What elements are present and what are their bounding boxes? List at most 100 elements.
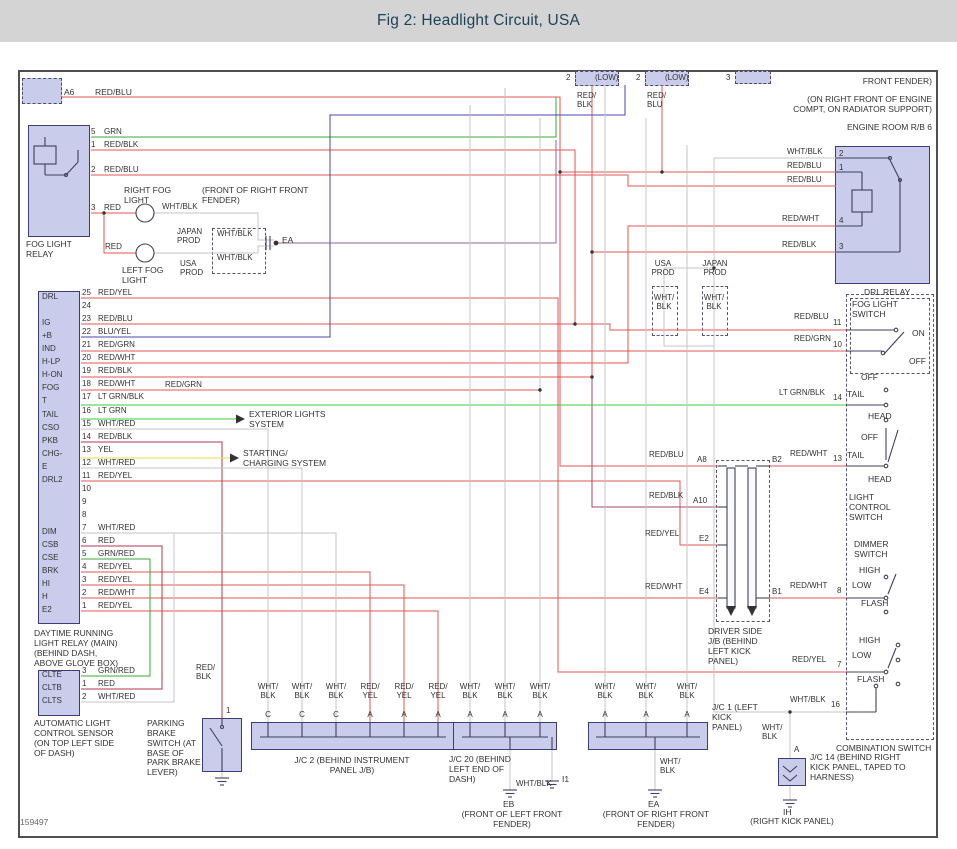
wire-label: YEL: [98, 444, 114, 454]
jc14-label: J/C 14 (BEHIND RIGHT KICK PANEL, TAPED T…: [810, 752, 906, 782]
wire-label: WHT/ BLK: [762, 723, 783, 742]
pin-number: 22: [82, 327, 91, 337]
drl-relay-box: [835, 146, 930, 284]
wire-label: WHT/BLK: [790, 695, 826, 704]
fog-light-relay-label: FOG LIGHT RELAY: [26, 239, 72, 259]
pin-number: 1: [82, 601, 87, 611]
pin-letter: A: [684, 710, 690, 719]
wire-label: WHT/ BLK: [459, 682, 481, 701]
jc20-label: J/C 20 (BEHIND LEFT END OF DASH): [449, 754, 511, 784]
pin-number: 16: [82, 405, 91, 415]
wire-label: RED/WHT: [790, 449, 828, 458]
pin-number: 12: [82, 457, 91, 467]
pin-code: E2: [699, 534, 709, 543]
wire-label: WHT/RED: [98, 418, 136, 428]
jc-column: WHT/ BLK A: [523, 682, 557, 750]
wire-label: WHT/BLK: [162, 202, 198, 211]
pin-number: 11: [833, 318, 842, 327]
pin-number: 7: [82, 523, 87, 533]
pin-code: B2: [772, 455, 782, 464]
relay-pin-row: CHG- 13 YEL: [40, 445, 340, 464]
wire-label: LT GRN/BLK: [98, 392, 144, 402]
pin-number: 2: [566, 73, 571, 82]
figure-title-bar: Fig 2: Headlight Circuit, USA: [0, 0, 957, 42]
relay-pin-row: CSB 6 RED: [40, 536, 340, 555]
pin-number: 2: [91, 165, 96, 174]
drl-main-relay-label: DAYTIME RUNNING LIGHT RELAY (MAIN) (BEHI…: [34, 628, 119, 668]
relay-pin-row: +B 22 BLU/YEL: [40, 327, 340, 346]
relay-pin-row: DIM 7 WHT/RED: [40, 523, 340, 542]
jc-column: RED/ YEL A: [421, 682, 455, 750]
wire-label: RED/GRN: [98, 340, 135, 350]
wire-label: GRN/RED: [98, 666, 135, 675]
ea-splice-label: EA: [282, 235, 294, 245]
wire-label: RED/WHT: [645, 582, 683, 591]
pin-number: 13: [82, 444, 91, 454]
fender-location-label: (FRONT OF RIGHT FRONT FENDER): [202, 185, 309, 205]
pin-name: H: [42, 592, 48, 602]
pin-number: 9: [82, 496, 87, 506]
combination-switch-label: COMBINATION SWITCH: [836, 743, 932, 753]
pin-name: DRL: [42, 292, 59, 301]
wire-label: RED/YEL: [98, 601, 133, 611]
pin-code: E4: [699, 587, 709, 596]
wire-label: RED/BLU: [95, 87, 132, 97]
pin-number: 5: [91, 127, 96, 136]
jc-column: RED/ YEL A: [387, 682, 421, 750]
wire-label: RED/WHT: [98, 353, 136, 363]
pin-name: HI: [42, 579, 50, 589]
wire-label: WHT/ BLK: [660, 757, 681, 776]
pin-number: 3: [82, 666, 87, 675]
relay-pin-row: 9: [40, 497, 340, 516]
pin-name: CSE: [42, 553, 59, 563]
pin-letter: A: [467, 710, 473, 719]
pin-name: IND: [42, 344, 56, 354]
pin-letter: A: [367, 710, 373, 719]
wire-label: WHT/BLK: [217, 229, 253, 238]
japan-prod-label: JAPAN PROD: [177, 227, 203, 246]
headlight-mode-label: (LOW): [665, 73, 689, 82]
right-fog-light-label: RIGHT FOG LIGHT: [124, 185, 172, 205]
pin-number: 19: [82, 366, 91, 376]
pin-number: 10: [833, 340, 842, 349]
wire-label: RED/WHT: [98, 588, 136, 598]
usa-prod-label: USA PROD: [180, 259, 204, 278]
pin-number: 5: [82, 549, 87, 559]
switch-position-tail: TAIL: [847, 389, 865, 399]
wire-label: WHT/ BLK: [594, 682, 616, 701]
jc-column: RED/ YEL A: [353, 682, 387, 750]
wire-label: LT GRN/BLK: [779, 388, 825, 397]
pin-number: 17: [82, 392, 91, 402]
jc1-box: [588, 722, 708, 750]
wire-label: RED/BLK: [782, 240, 817, 249]
wire-label: WHT/ BLK: [703, 293, 725, 312]
fog-light-relay-box: [28, 125, 90, 237]
ground-i1-label: I1: [562, 774, 570, 784]
switch-position-high: HIGH: [859, 635, 881, 645]
wire-label: LT GRN: [98, 405, 127, 415]
light-sensor-box: [38, 670, 80, 716]
pin-number: 16: [831, 700, 840, 709]
wire-label: RED/ BLK: [577, 91, 597, 110]
drl-relay-label: DRL RELAY: [864, 287, 911, 297]
pin-number: 1: [839, 163, 844, 172]
wire-label: RED: [98, 679, 115, 688]
pin-number: 8: [82, 510, 87, 520]
wire-label: RED/BLK: [98, 366, 133, 376]
wire-label: RED/WHT: [790, 581, 828, 590]
headlight-mode-label: (LOW): [595, 73, 619, 82]
wire-label: WHT/ BLK: [494, 682, 516, 701]
relay-pin-row: H-LP 20 RED/WHT: [40, 353, 340, 372]
wire-label: RED/BLK: [649, 491, 684, 500]
switch-position-off: OFF: [909, 356, 926, 366]
wire-label: RED/WHT: [782, 214, 820, 223]
sensor-pin-row: CLTE 3 GRN/RED: [40, 666, 340, 685]
pin-name: CLTE: [42, 670, 62, 679]
relay-pin-row: 24: [40, 301, 340, 320]
wire-label: RED: [105, 242, 122, 251]
exterior-lights-ref: EXTERIOR LIGHTS SYSTEM: [249, 409, 326, 429]
headlight-third-connector-box: [735, 71, 771, 84]
dimmer-switch-label: DIMMER SWITCH: [854, 539, 889, 559]
pin-number: 11: [82, 470, 91, 480]
